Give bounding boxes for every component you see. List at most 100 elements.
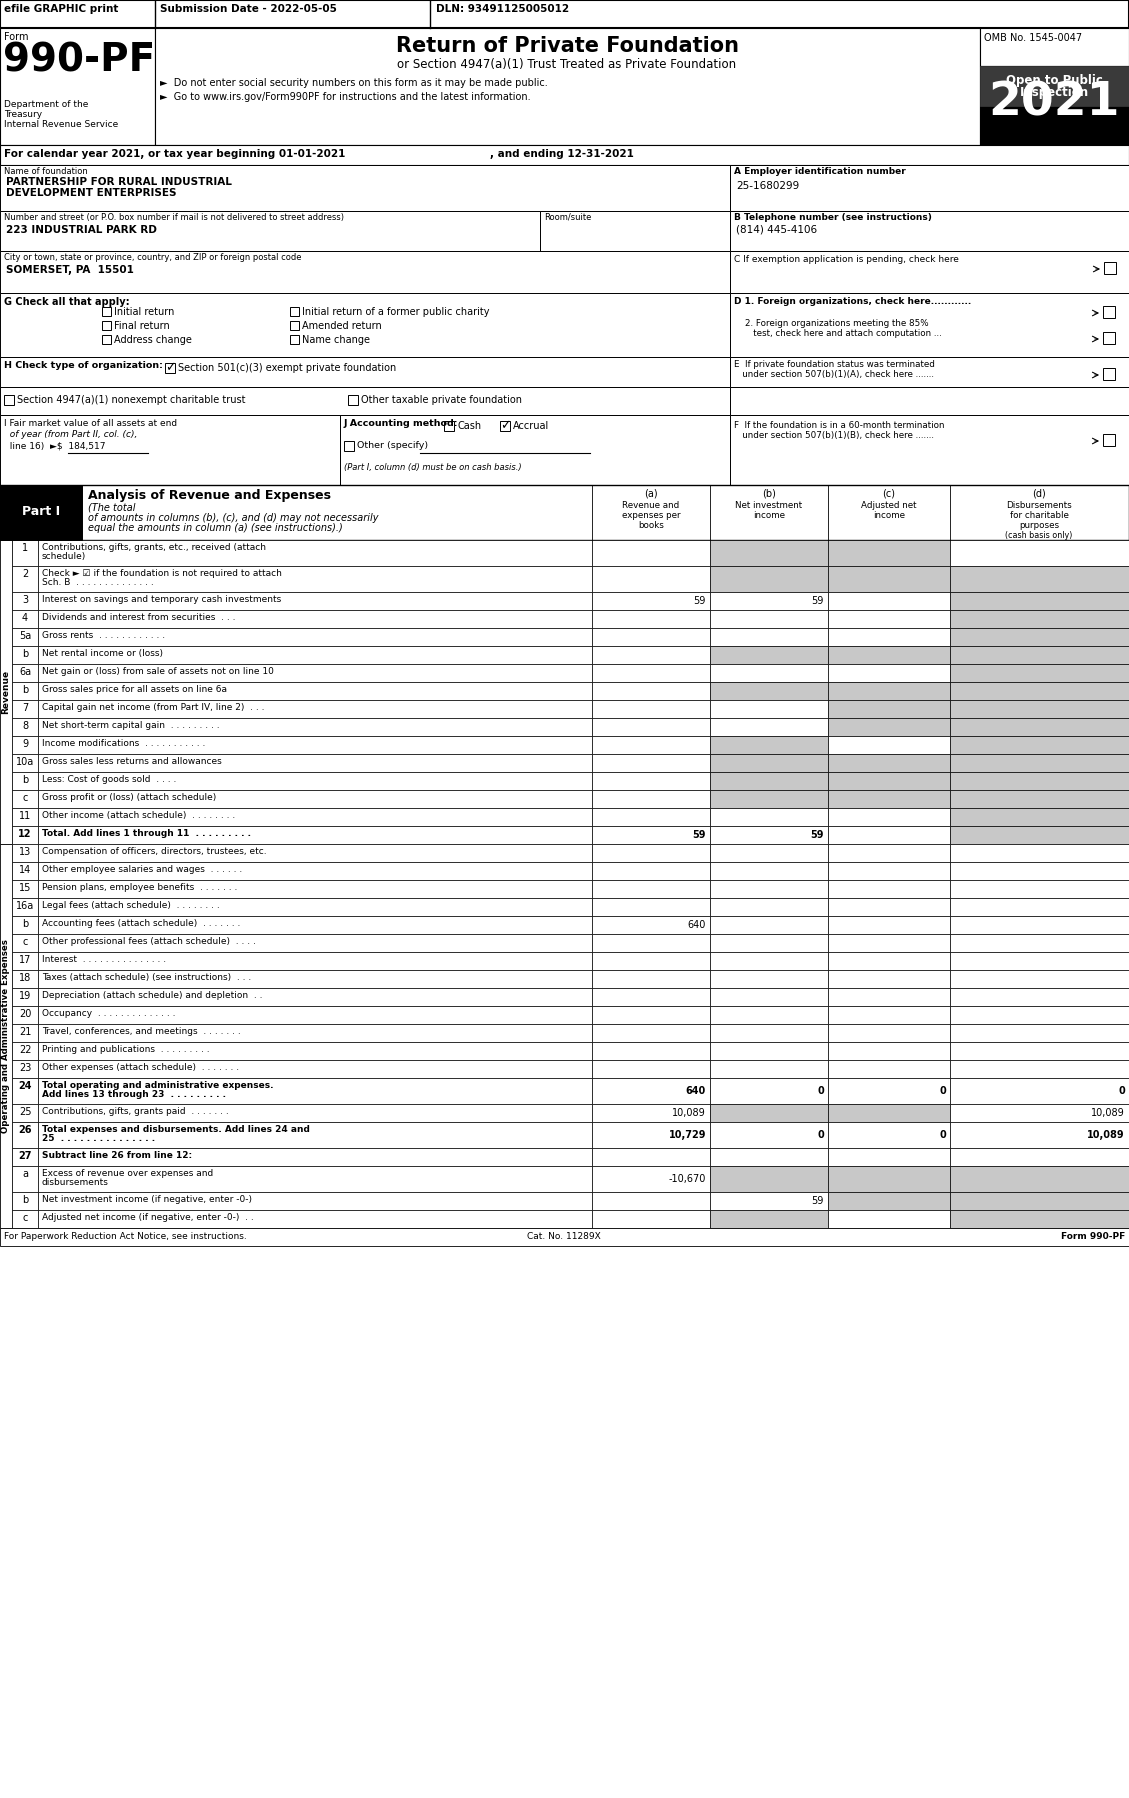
Bar xyxy=(828,681,949,699)
Text: Initial return of a former public charity: Initial return of a former public charit… xyxy=(301,307,490,316)
Text: Accounting fees (attach schedule)  . . . . . . .: Accounting fees (attach schedule) . . . … xyxy=(42,919,240,928)
Text: 8: 8 xyxy=(21,721,28,732)
Bar xyxy=(38,897,592,915)
Text: Taxes (attach schedule) (see instructions)  . . .: Taxes (attach schedule) (see instruction… xyxy=(42,973,252,982)
Bar xyxy=(38,843,592,861)
Bar xyxy=(12,1025,38,1043)
Text: D 1. Foreign organizations, check here............: D 1. Foreign organizations, check here..… xyxy=(734,297,971,306)
Text: Initial return: Initial return xyxy=(114,307,174,316)
Bar xyxy=(828,807,949,825)
Bar xyxy=(12,699,38,717)
Bar xyxy=(949,933,1129,951)
Bar xyxy=(949,807,1129,825)
Bar xyxy=(828,987,949,1007)
Text: books: books xyxy=(638,521,664,530)
Text: Contributions, gifts, grants paid  . . . . . . .: Contributions, gifts, grants paid . . . … xyxy=(42,1108,229,1117)
Bar xyxy=(710,1210,828,1228)
Bar xyxy=(38,987,592,1007)
Bar xyxy=(592,592,710,610)
Bar xyxy=(12,987,38,1007)
Text: 18: 18 xyxy=(19,973,32,984)
Text: Sch. B  . . . . . . . . . . . . . .: Sch. B . . . . . . . . . . . . . . xyxy=(42,577,154,586)
Text: SOMERSET, PA  15501: SOMERSET, PA 15501 xyxy=(6,264,134,275)
Bar xyxy=(828,1007,949,1025)
Bar xyxy=(0,293,730,358)
Text: (c): (c) xyxy=(883,489,895,500)
Bar xyxy=(12,566,38,592)
Bar xyxy=(828,969,949,987)
Text: 0: 0 xyxy=(817,1129,824,1140)
Bar xyxy=(710,1147,828,1165)
Bar xyxy=(949,1165,1129,1192)
Bar xyxy=(592,915,710,933)
Text: For calendar year 2021, or tax year beginning 01-01-2021: For calendar year 2021, or tax year begi… xyxy=(5,149,345,158)
Bar xyxy=(592,1061,710,1079)
Bar xyxy=(710,645,828,663)
Bar xyxy=(710,610,828,628)
Bar xyxy=(949,897,1129,915)
Text: I Fair market value of all assets at end: I Fair market value of all assets at end xyxy=(5,419,177,428)
Bar xyxy=(12,1122,38,1147)
Text: 22: 22 xyxy=(19,1045,32,1055)
Bar xyxy=(710,789,828,807)
Bar xyxy=(102,307,111,316)
Text: Compensation of officers, directors, trustees, etc.: Compensation of officers, directors, tru… xyxy=(42,847,266,856)
Bar xyxy=(12,539,38,566)
Bar xyxy=(592,1079,710,1104)
Text: 59: 59 xyxy=(692,831,706,840)
Text: equal the amounts in column (a) (see instructions).): equal the amounts in column (a) (see ins… xyxy=(88,523,343,532)
Text: Add lines 13 through 23  . . . . . . . . .: Add lines 13 through 23 . . . . . . . . … xyxy=(42,1090,226,1099)
Bar xyxy=(592,789,710,807)
Text: (a): (a) xyxy=(645,489,658,500)
Bar xyxy=(12,807,38,825)
Bar xyxy=(828,825,949,843)
Text: 25: 25 xyxy=(19,1108,32,1117)
Text: disbursements: disbursements xyxy=(42,1178,108,1187)
Text: Gross sales price for all assets on line 6a: Gross sales price for all assets on line… xyxy=(42,685,227,694)
Bar xyxy=(0,146,1129,165)
Text: 640: 640 xyxy=(688,921,706,930)
Text: , and ending 12-31-2021: , and ending 12-31-2021 xyxy=(490,149,633,158)
Bar xyxy=(12,969,38,987)
Bar xyxy=(1103,369,1115,379)
Bar xyxy=(828,717,949,735)
Bar xyxy=(12,1192,38,1210)
Bar xyxy=(828,1192,949,1210)
Bar xyxy=(12,1104,38,1122)
Bar xyxy=(828,1122,949,1147)
Bar xyxy=(592,735,710,753)
Bar xyxy=(38,663,592,681)
Bar xyxy=(38,1210,592,1228)
Bar xyxy=(730,252,1129,293)
Bar xyxy=(949,1147,1129,1165)
Text: Total operating and administrative expenses.: Total operating and administrative expen… xyxy=(42,1081,273,1090)
Bar xyxy=(710,1025,828,1043)
Bar xyxy=(38,645,592,663)
Text: 0: 0 xyxy=(1118,1086,1124,1097)
Text: Gross profit or (loss) (attach schedule): Gross profit or (loss) (attach schedule) xyxy=(42,793,217,802)
Bar xyxy=(592,987,710,1007)
Bar xyxy=(949,717,1129,735)
Text: City or town, state or province, country, and ZIP or foreign postal code: City or town, state or province, country… xyxy=(5,254,301,263)
Text: Occupancy  . . . . . . . . . . . . . .: Occupancy . . . . . . . . . . . . . . xyxy=(42,1009,175,1018)
Bar xyxy=(949,699,1129,717)
Text: DEVELOPMENT ENTERPRISES: DEVELOPMENT ENTERPRISES xyxy=(6,189,176,198)
Bar xyxy=(592,628,710,645)
Bar xyxy=(828,789,949,807)
Bar xyxy=(949,663,1129,681)
Bar xyxy=(710,897,828,915)
Bar xyxy=(12,717,38,735)
Bar xyxy=(949,1043,1129,1061)
Bar xyxy=(949,771,1129,789)
Bar xyxy=(1103,433,1115,446)
Text: 3: 3 xyxy=(21,595,28,604)
Bar xyxy=(710,699,828,717)
Bar xyxy=(344,441,355,451)
Bar xyxy=(444,421,454,432)
Bar xyxy=(592,1122,710,1147)
Text: 25  . . . . . . . . . . . . . . .: 25 . . . . . . . . . . . . . . . xyxy=(42,1135,155,1144)
Bar xyxy=(828,663,949,681)
Bar xyxy=(592,825,710,843)
Bar xyxy=(0,165,730,210)
Bar xyxy=(592,861,710,879)
